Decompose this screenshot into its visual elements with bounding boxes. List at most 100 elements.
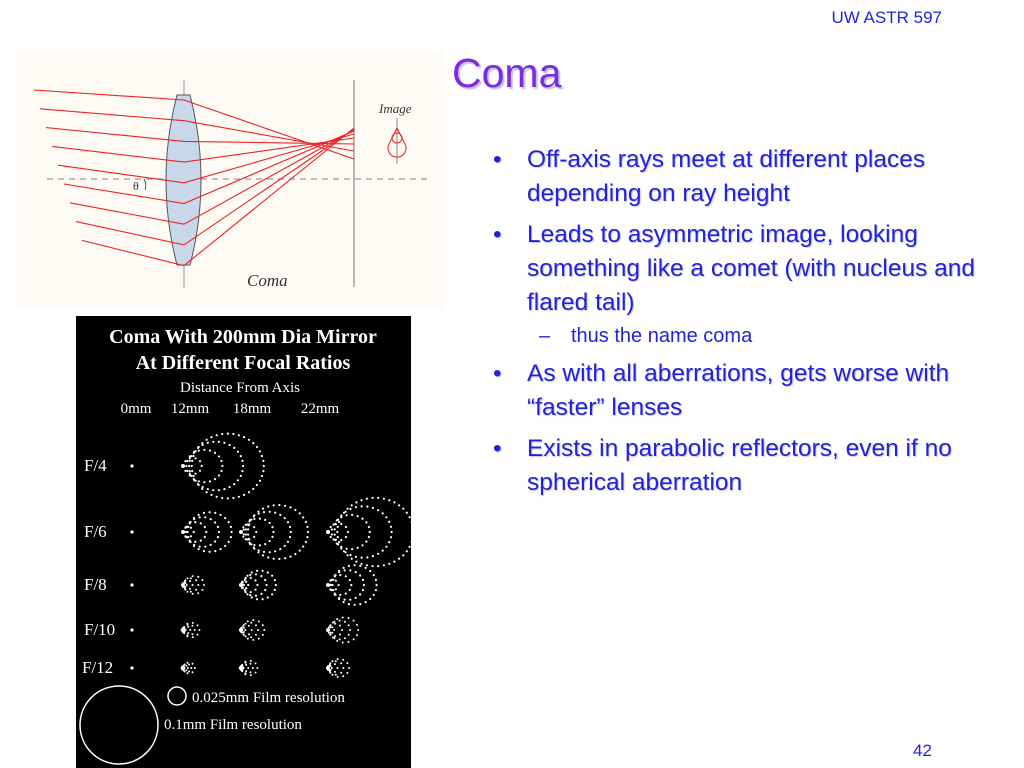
spot-dot bbox=[244, 533, 247, 536]
spot-dot bbox=[253, 547, 256, 550]
spot-dot bbox=[130, 530, 134, 534]
spot-dot bbox=[242, 533, 245, 536]
light-rays bbox=[33, 89, 355, 267]
spot-dot bbox=[371, 506, 374, 509]
spot-dot bbox=[212, 440, 215, 443]
spot-dot bbox=[340, 662, 343, 665]
image-label: Image bbox=[378, 101, 412, 116]
spot-dot bbox=[212, 489, 215, 492]
spot-dot bbox=[189, 540, 192, 543]
spot-dot bbox=[246, 523, 249, 526]
spot-dot bbox=[217, 474, 221, 477]
spot-dot bbox=[361, 589, 365, 592]
spot-dot bbox=[232, 432, 235, 436]
spot-dot bbox=[203, 525, 206, 529]
spot-dot bbox=[334, 660, 337, 663]
spot-dot bbox=[390, 530, 393, 534]
spot-dot bbox=[250, 596, 253, 599]
spot-dot bbox=[356, 515, 359, 518]
spot-dot bbox=[389, 536, 393, 539]
spot-dot bbox=[233, 446, 236, 449]
spot-dot bbox=[229, 536, 232, 539]
spot-dot bbox=[252, 619, 255, 622]
spot-dot bbox=[342, 511, 346, 514]
spot-dot bbox=[190, 474, 193, 477]
spot-dot bbox=[332, 578, 335, 581]
spot-dot bbox=[289, 555, 292, 558]
coma-spots bbox=[130, 432, 411, 678]
row-label: F/4 bbox=[84, 456, 107, 475]
spot-dot bbox=[344, 575, 347, 578]
light-ray bbox=[51, 137, 355, 163]
spot-dot bbox=[340, 671, 343, 674]
spot-dot bbox=[181, 666, 185, 670]
spot-dot bbox=[353, 603, 356, 606]
spot-dot bbox=[272, 530, 275, 534]
spot-dot bbox=[223, 441, 226, 444]
spot-dot bbox=[253, 535, 256, 538]
spot-dot bbox=[360, 556, 363, 559]
spot-dot bbox=[371, 555, 374, 558]
spot-dot bbox=[377, 496, 380, 499]
spot-dot bbox=[261, 624, 264, 627]
spot-dot bbox=[359, 564, 362, 567]
spot-dot bbox=[333, 528, 336, 531]
bullet-item: • Exists in parabolic reflectors, even if… bbox=[493, 432, 1013, 500]
spot-dot bbox=[333, 620, 336, 623]
spot-dot bbox=[288, 525, 292, 529]
spot-dot bbox=[187, 525, 190, 528]
spot-dot bbox=[266, 596, 269, 599]
spot-dot bbox=[257, 510, 260, 513]
spot-dot bbox=[326, 628, 330, 632]
spot-dot bbox=[242, 583, 245, 587]
spot-dot bbox=[330, 533, 333, 536]
spot-dot bbox=[306, 530, 310, 534]
spot-dot bbox=[264, 588, 267, 592]
spot-dot bbox=[398, 557, 401, 560]
spot-dot bbox=[342, 675, 345, 678]
spot-dot bbox=[343, 569, 346, 572]
spot-dot bbox=[194, 457, 197, 460]
spot-dot bbox=[247, 583, 250, 587]
spot-dot bbox=[246, 538, 249, 541]
spot-dot bbox=[191, 592, 194, 595]
spot-dot bbox=[334, 673, 337, 676]
legend-large: 0.1mm Film resolution bbox=[164, 717, 302, 733]
spot-dot bbox=[221, 464, 224, 468]
spot-dot bbox=[242, 626, 245, 629]
spot-dot bbox=[347, 617, 350, 619]
spot-dot bbox=[226, 432, 229, 435]
spot-dot bbox=[183, 586, 186, 589]
spot-dot bbox=[130, 464, 134, 468]
spot-dot bbox=[186, 469, 189, 473]
spot-dot bbox=[382, 564, 385, 567]
bullet-item: • As with all aberrations, gets worse wit… bbox=[493, 357, 1013, 425]
spot-dot bbox=[356, 546, 359, 549]
spot-dot bbox=[349, 553, 352, 557]
small-resolution-circle bbox=[167, 686, 187, 706]
light-ray bbox=[39, 108, 355, 152]
spot-dot bbox=[201, 485, 204, 489]
spot-dot bbox=[342, 601, 345, 604]
spot-dot bbox=[223, 488, 226, 491]
spot-dot bbox=[199, 522, 202, 525]
spot-dot bbox=[186, 667, 189, 669]
spot-dot bbox=[194, 450, 197, 453]
spot-dot bbox=[343, 637, 346, 640]
spot-dot bbox=[202, 511, 205, 514]
spot-dot bbox=[294, 508, 297, 512]
spot-dot bbox=[181, 583, 185, 587]
spot-dot bbox=[355, 501, 358, 504]
spot-dot bbox=[365, 564, 368, 567]
spot-dot bbox=[246, 637, 249, 640]
spot-dot bbox=[393, 560, 396, 563]
row-label: F/6 bbox=[84, 522, 107, 541]
spot-dot bbox=[252, 487, 255, 490]
bullet-icon: • bbox=[493, 435, 502, 462]
spot-dot bbox=[348, 579, 351, 582]
spot-dot bbox=[263, 629, 266, 631]
comet-image-icon bbox=[387, 118, 407, 164]
spot-dot bbox=[352, 619, 355, 622]
spot-dot bbox=[354, 571, 357, 574]
spot-dot bbox=[243, 579, 246, 582]
